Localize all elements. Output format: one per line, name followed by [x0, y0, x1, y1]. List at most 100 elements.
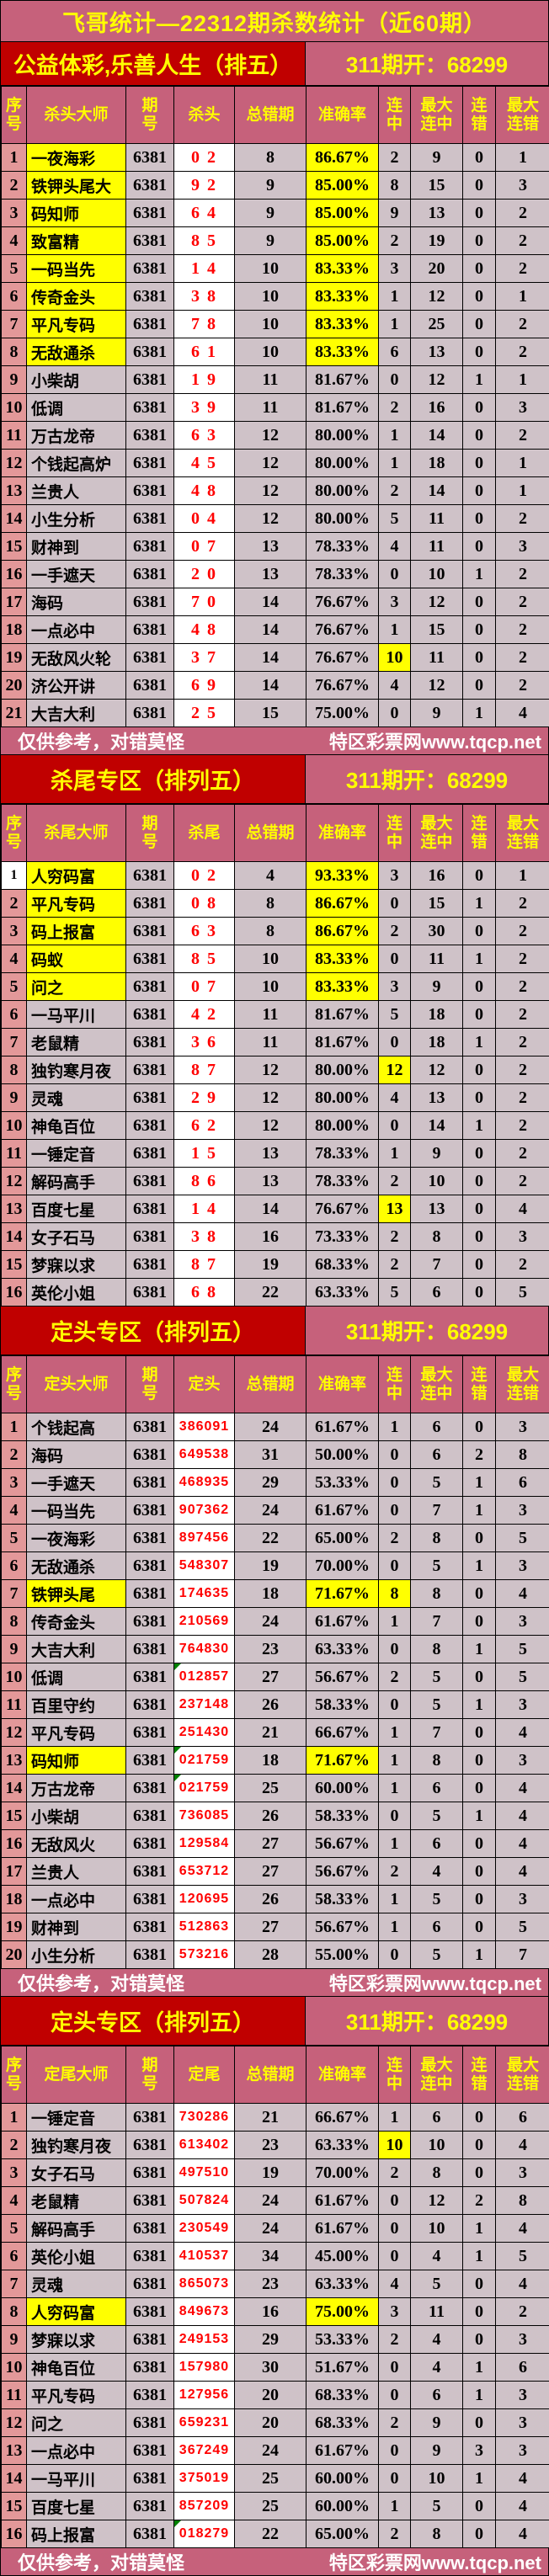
kill-cell: 127956	[174, 2382, 235, 2409]
max-streak-miss-cell: 4	[496, 1195, 549, 1223]
master-cell: 灵魂	[27, 1084, 126, 1112]
streak-miss-cell: 0	[463, 477, 496, 505]
max-streak-miss-cell: 1	[496, 283, 549, 311]
streak-miss-cell: 0	[463, 144, 496, 172]
max-streak-miss-cell: 2	[496, 1140, 549, 1168]
total-miss-cell: 12	[235, 1112, 306, 1140]
max-streak-miss-cell: 4	[496, 1830, 549, 1858]
streak-hit-cell: 10	[379, 2132, 411, 2159]
kill-cell: 3 8	[174, 1223, 235, 1251]
accuracy-cell: 83.33%	[306, 945, 379, 973]
issue-cell: 6381	[126, 1858, 174, 1886]
column-header: 最大 连错	[496, 1356, 549, 1413]
max-streak-miss-cell: 8	[496, 1441, 549, 1469]
kill-cell: 0 7	[174, 533, 235, 561]
section-banner-title: 公益体彩,乐善人生（排五）	[1, 42, 306, 85]
accuracy-cell: 70.00%	[306, 1552, 379, 1580]
max-streak-miss-cell: 2	[496, 1168, 549, 1195]
seq-cell: 4	[2, 227, 27, 255]
column-header: 定尾	[174, 2046, 235, 2104]
seq-cell: 7	[2, 1580, 27, 1608]
column-header: 定头	[174, 1356, 235, 1413]
max-streak-miss-cell: 6	[496, 2104, 549, 2132]
master-cell: 一夜海彩	[27, 144, 126, 172]
streak-miss-cell: 0	[463, 1251, 496, 1279]
issue-cell: 6381	[126, 862, 174, 890]
max-streak-miss-cell: 2	[496, 311, 549, 338]
seq-cell: 7	[2, 311, 27, 338]
master-cell: 平凡专码	[27, 311, 126, 338]
column-header: 杀头大师	[27, 87, 126, 144]
master-cell: 一点必中	[27, 616, 126, 644]
max-streak-hit-cell: 5	[411, 1691, 463, 1719]
max-streak-hit-cell: 8	[411, 1525, 463, 1552]
streak-hit-cell: 1	[379, 1608, 411, 1636]
kill-cell: 0 4	[174, 505, 235, 533]
master-cell: 个钱起高	[27, 1413, 126, 1441]
seq-cell: 12	[2, 1719, 27, 1747]
streak-hit-cell: 6	[379, 338, 411, 366]
max-streak-miss-cell: 1	[496, 450, 549, 477]
kill-cell: 3 6	[174, 1029, 235, 1056]
seq-cell: 3	[2, 1469, 27, 1497]
accuracy-cell: 80.00%	[306, 1084, 379, 1112]
column-header: 准确率	[306, 1356, 379, 1413]
seq-cell: 18	[2, 1886, 27, 1913]
max-streak-hit-cell: 6	[411, 2382, 463, 2409]
total-miss-cell: 11	[235, 1029, 306, 1056]
accuracy-cell: 45.00%	[306, 2243, 379, 2270]
draw-result: 311期开：68299	[306, 1307, 548, 1355]
streak-miss-cell: 0	[463, 2132, 496, 2159]
total-miss-cell: 13	[235, 533, 306, 561]
streak-miss-cell: 2	[463, 1441, 496, 1469]
master-cell: 一马平川	[27, 1001, 126, 1029]
issue-cell: 6381	[126, 2104, 174, 2132]
issue-cell: 6381	[126, 1636, 174, 1663]
issue-cell: 6381	[126, 227, 174, 255]
streak-hit-cell: 1	[379, 2493, 411, 2520]
master-cell: 问之	[27, 2409, 126, 2437]
accuracy-cell: 76.67%	[306, 616, 379, 644]
column-header: 最大 连错	[496, 805, 549, 862]
column-header: 序 号	[2, 2046, 27, 2104]
issue-cell: 6381	[126, 672, 174, 700]
accuracy-cell: 80.00%	[306, 477, 379, 505]
issue-cell: 6381	[126, 1279, 174, 1307]
streak-hit-cell: 1	[379, 1413, 411, 1441]
accuracy-cell: 50.00%	[306, 1441, 379, 1469]
column-header: 序 号	[2, 87, 27, 144]
issue-cell: 6381	[126, 450, 174, 477]
max-streak-hit-cell: 8	[411, 1747, 463, 1775]
total-miss-cell: 14	[235, 616, 306, 644]
master-cell: 码上报富	[27, 2520, 126, 2548]
total-miss-cell: 14	[235, 644, 306, 672]
total-miss-cell: 24	[235, 2187, 306, 2215]
master-cell: 百度七星	[27, 2493, 126, 2520]
streak-hit-cell: 1	[379, 1886, 411, 1913]
max-streak-hit-cell: 5	[411, 1941, 463, 1969]
streak-hit-cell: 0	[379, 2243, 411, 2270]
streak-miss-cell: 0	[463, 533, 496, 561]
max-streak-hit-cell: 16	[411, 862, 463, 890]
streak-miss-cell: 0	[463, 862, 496, 890]
footer-bar: 仅供参考，对错莫怪特区彩票网www.tqcp.net	[1, 1969, 548, 1997]
streak-hit-cell: 4	[379, 1084, 411, 1112]
seq-cell: 3	[2, 2159, 27, 2187]
accuracy-cell: 61.67%	[306, 1497, 379, 1525]
max-streak-miss-cell: 4	[496, 2270, 549, 2298]
issue-cell: 6381	[126, 1580, 174, 1608]
site-text: 特区彩票网www.tqcp.net	[329, 2548, 541, 2575]
streak-miss-cell: 1	[463, 1469, 496, 1497]
max-streak-hit-cell: 30	[411, 918, 463, 945]
max-streak-hit-cell: 8	[411, 1580, 463, 1608]
accuracy-cell: 60.00%	[306, 1775, 379, 1802]
max-streak-miss-cell: 4	[496, 1858, 549, 1886]
max-streak-hit-cell: 12	[411, 283, 463, 311]
streak-hit-cell: 4	[379, 533, 411, 561]
